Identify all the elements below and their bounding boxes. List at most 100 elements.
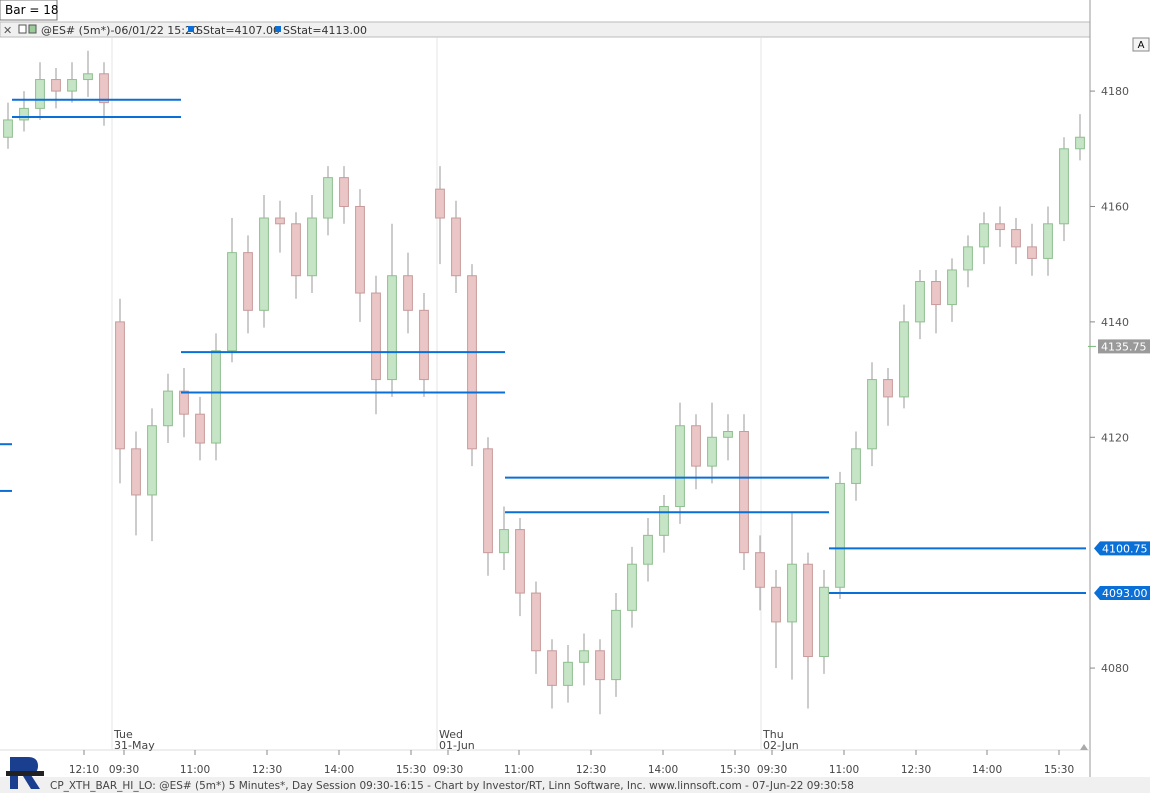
- candle-body: [67, 79, 77, 92]
- y-tick-label: 4120: [1101, 431, 1129, 444]
- candle-body: [35, 79, 45, 109]
- candle-body: [819, 586, 829, 658]
- plot-area: [3, 38, 1085, 750]
- candle-body: [531, 592, 541, 652]
- y-tick-label: 4160: [1101, 200, 1129, 213]
- candle-body: [339, 177, 349, 207]
- candle-body: [99, 73, 109, 104]
- candle-body: [1027, 246, 1037, 259]
- x-tick-label: 14:00: [972, 764, 1002, 776]
- candle-body: [323, 177, 333, 219]
- candle-body: [467, 275, 477, 450]
- candle-body: [291, 223, 301, 277]
- candle-body: [179, 390, 189, 415]
- x-tick-label: 12:30: [252, 764, 282, 776]
- date-label: 01-Jun: [439, 739, 475, 752]
- symbol-info: @ES# (5m*)-06/01/22 15:20: [41, 24, 199, 37]
- candle-body: [883, 379, 893, 398]
- y-tick-label: 4080: [1101, 662, 1129, 675]
- candle-body: [659, 506, 669, 536]
- price-marker: [1094, 586, 1150, 601]
- candle-body: [595, 650, 605, 681]
- candle-body: [435, 188, 445, 219]
- x-tick-label: 12:30: [901, 764, 931, 776]
- y-tick-label: 4140: [1101, 316, 1129, 329]
- candle-body: [515, 529, 525, 594]
- x-tick-label: 14:00: [324, 764, 354, 776]
- candle-body: [995, 223, 1005, 231]
- candle-body: [3, 119, 13, 138]
- scale-button-label[interactable]: A: [1138, 40, 1145, 51]
- candle-body: [243, 252, 253, 311]
- bar-counter: Bar = 18: [5, 3, 58, 17]
- icon: [18, 24, 27, 34]
- x-tick-label: 09:30: [433, 764, 463, 776]
- scroll-arrow[interactable]: [1080, 744, 1088, 750]
- date-label: 02-Jun: [763, 739, 799, 752]
- status-bar: [0, 777, 1150, 793]
- price-marker-label: 4093.00: [1102, 587, 1148, 600]
- bar-counter-box: [0, 0, 58, 21]
- candle-body: [307, 217, 317, 277]
- candle-body: [419, 309, 429, 381]
- candle-body: [947, 269, 957, 306]
- candle-body: [547, 650, 557, 686]
- candle-body: [931, 280, 941, 306]
- candle-body: [643, 534, 653, 565]
- x-tick-label: 09:30: [109, 764, 139, 776]
- x-tick-label: 14:00: [648, 764, 678, 776]
- candle-body: [627, 563, 637, 611]
- candle-body: [83, 73, 93, 81]
- legend-entry: SStat=4107.00: [196, 24, 280, 37]
- candle-body: [611, 609, 621, 681]
- day-label: Thu: [762, 728, 784, 741]
- candle-body: [227, 252, 237, 352]
- candle-body: [755, 552, 765, 588]
- icon: [28, 24, 37, 34]
- x-tick-label: 15:30: [396, 764, 426, 776]
- candle-body: [1059, 148, 1069, 225]
- candle-body: [1075, 136, 1085, 150]
- candle-body: [915, 280, 925, 323]
- candle-body: [563, 661, 573, 686]
- candle-body: [451, 217, 461, 277]
- candle-body: [899, 321, 909, 398]
- candle-body: [1043, 223, 1053, 259]
- candle-body: [691, 425, 701, 467]
- date-label: 31-May: [114, 739, 155, 752]
- candle-body: [803, 563, 813, 658]
- status-text: CP_XTH_BAR_HI_LO: @ES# (5m*) 5 Minutes*,…: [50, 780, 854, 792]
- candle-body: [979, 223, 989, 248]
- logo: [6, 757, 44, 789]
- price-marker-label: 4100.75: [1102, 542, 1148, 555]
- candle-body: [211, 350, 221, 444]
- legend-swatch: [188, 26, 194, 32]
- scale-button[interactable]: [1132, 37, 1150, 52]
- candle-body: [131, 448, 141, 496]
- candle-body: [851, 448, 861, 484]
- close-icon[interactable]: ✕: [3, 24, 12, 37]
- candle-body: [835, 482, 845, 588]
- price-marker: [1094, 541, 1150, 556]
- x-tick-label: 11:00: [504, 764, 534, 776]
- candle-body: [787, 563, 797, 623]
- day-label: Wed: [439, 728, 463, 741]
- legend-swatch: [275, 26, 281, 32]
- x-tick-label: 11:00: [829, 764, 859, 776]
- y-tick-label: 4180: [1101, 85, 1129, 98]
- candle-body: [963, 246, 973, 271]
- x-tick-label: 12:30: [576, 764, 606, 776]
- x-tick-label: 09:30: [757, 764, 787, 776]
- candle-body: [259, 217, 269, 311]
- candle-body: [387, 275, 397, 381]
- x-tick-label: 11:00: [180, 764, 210, 776]
- x-tick-label: 15:30: [1044, 764, 1074, 776]
- candle-body: [867, 379, 877, 450]
- candle-body: [675, 425, 685, 508]
- candle-body: [371, 292, 381, 381]
- candle-body: [147, 425, 157, 496]
- legend-entry: SStat=4113.00: [283, 24, 367, 37]
